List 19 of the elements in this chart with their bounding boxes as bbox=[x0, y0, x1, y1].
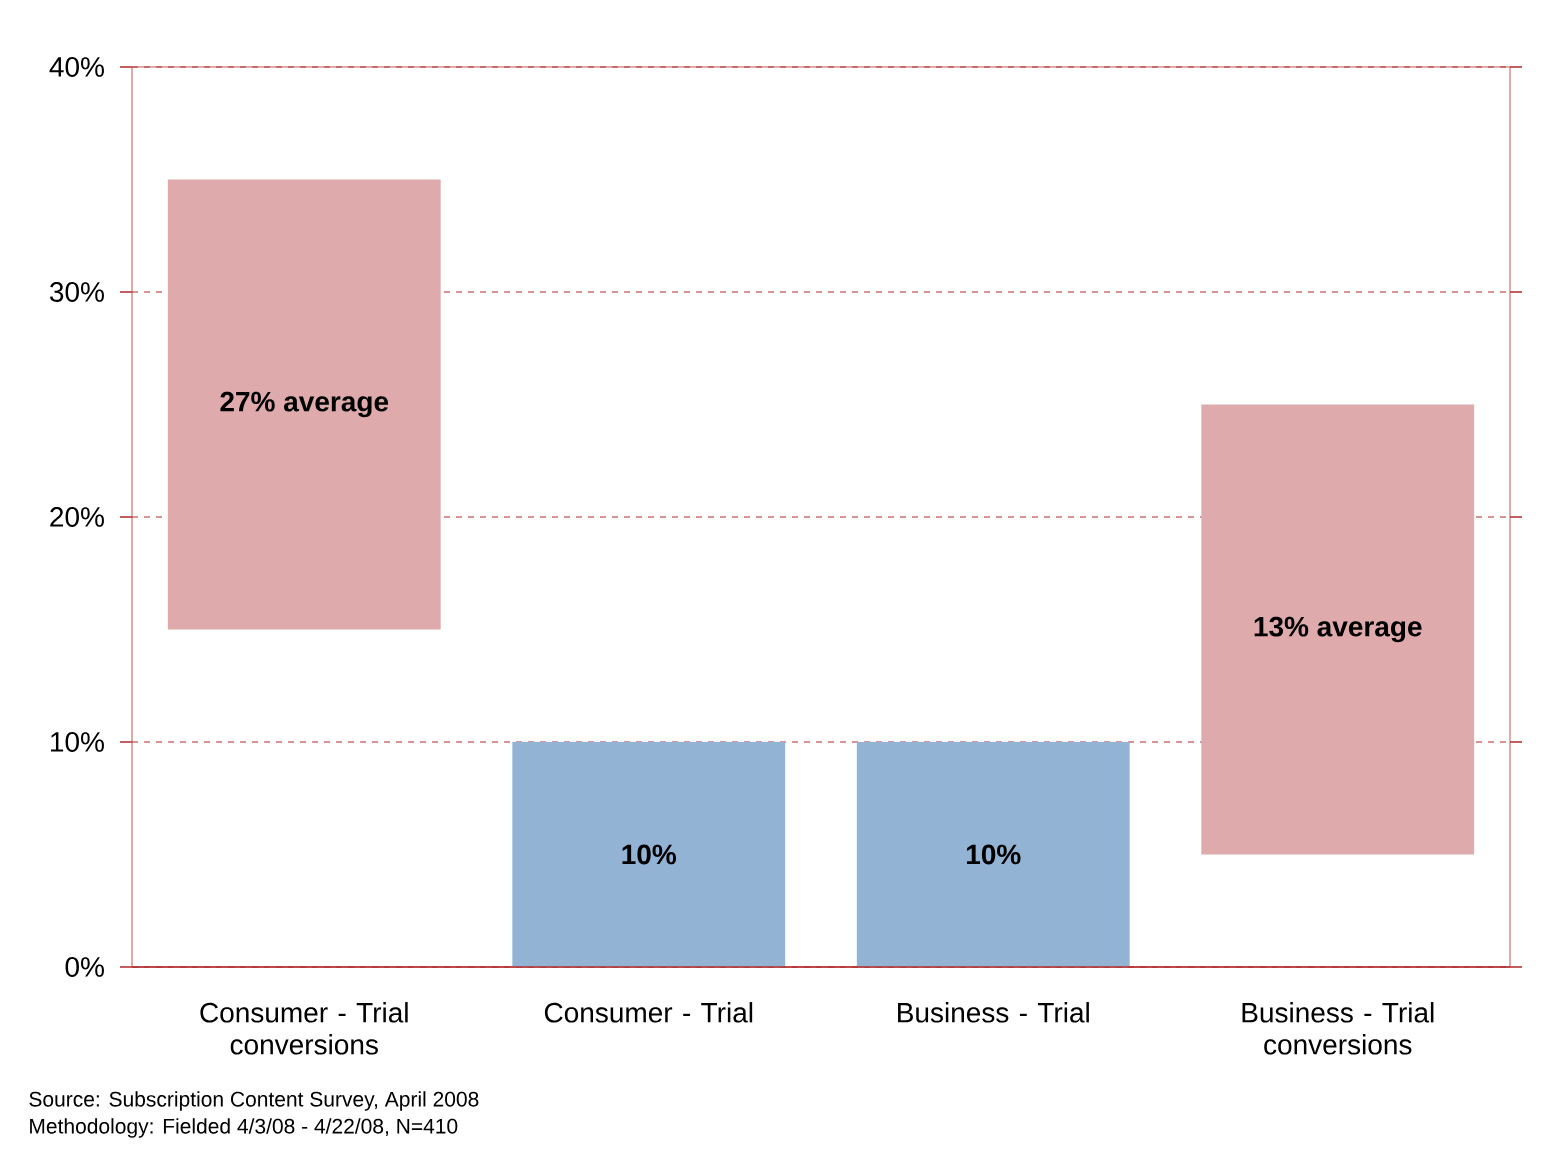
annotation: 27% average bbox=[220, 391, 389, 418]
annotation: 10% bbox=[966, 844, 1021, 865]
x-tick-label: Business - Trial bbox=[898, 1002, 1089, 1023]
annotation: 10% bbox=[622, 844, 677, 865]
annotation: 13% average bbox=[1254, 616, 1422, 643]
bar bbox=[1201, 404, 1475, 855]
y-tick-label: 0% bbox=[65, 957, 104, 977]
x-tick-label: Business - Trial conversions bbox=[1242, 1002, 1434, 1055]
y-tick-label: 40% bbox=[49, 57, 104, 77]
y-tick-label: 10% bbox=[51, 732, 104, 752]
y-tick-label: 20% bbox=[50, 507, 104, 527]
source-note: Source: Subscription Content Survey, April 2008 bbox=[29, 1091, 479, 1111]
bar bbox=[856, 741, 1130, 967]
y-tick-label: 30% bbox=[49, 282, 104, 302]
x-tick-label: Consumer - Trial bbox=[544, 1002, 753, 1023]
bar bbox=[512, 741, 786, 967]
bar bbox=[167, 179, 441, 630]
text: Methodology: Fielded 4/3/08 - 4/22/08, N=410 bbox=[30, 1118, 458, 1138]
x-tick-label: Consumer - Trial conversions bbox=[200, 1002, 408, 1055]
